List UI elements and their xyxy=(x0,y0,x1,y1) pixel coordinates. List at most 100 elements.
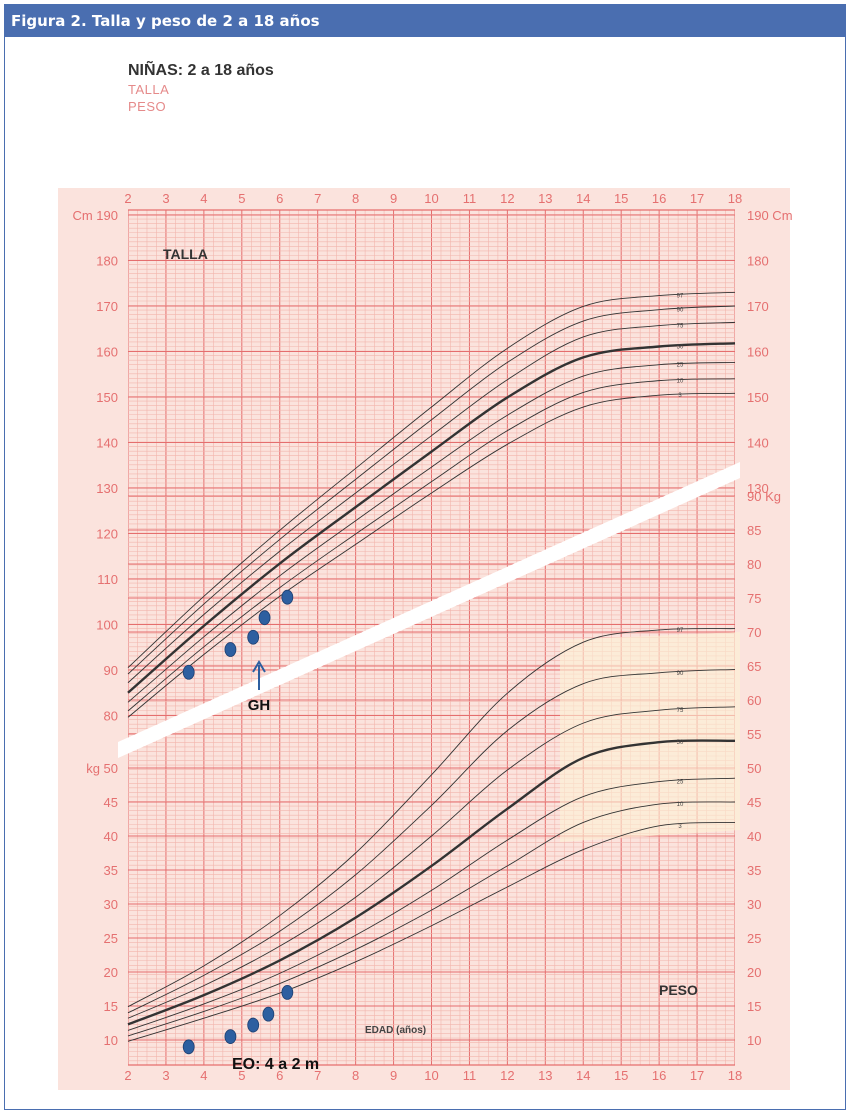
talla-curve-p3 xyxy=(127,392,736,718)
x-tick-label-top: 17 xyxy=(690,191,704,206)
peso-curve-label-p75: 75 xyxy=(677,708,684,714)
talla-curve-p97 xyxy=(127,291,736,669)
x-tick-label-top: 8 xyxy=(352,191,359,206)
peso-y-tick-right: 40 xyxy=(747,829,761,844)
x-tick-label-bottom: 6 xyxy=(276,1068,283,1083)
x-tick-label-top: 14 xyxy=(576,191,590,206)
talla-y-tick-left: 110 xyxy=(97,572,118,587)
x-tick-label-bottom: 5 xyxy=(238,1068,245,1083)
panel-separator-band xyxy=(118,462,740,758)
x-tick-label-top: 16 xyxy=(652,191,666,206)
peso-patient-point xyxy=(224,1029,237,1044)
talla-y-tick-left: 170 xyxy=(96,299,118,314)
legend-peso: PESO xyxy=(128,99,167,114)
peso-y-tick-right: 65 xyxy=(747,659,761,674)
talla-y-tick-left: 130 xyxy=(96,481,118,496)
x-tick-label-top: 18 xyxy=(728,191,742,206)
talla-y-tick-left: 140 xyxy=(96,436,118,451)
peso-y-tick-right: 15 xyxy=(747,999,761,1014)
talla-patient-point xyxy=(247,629,260,645)
talla-y-tick-left: Cm 190 xyxy=(72,208,118,223)
gh-arrow-head xyxy=(252,660,266,673)
x-tick-label-bottom: 3 xyxy=(162,1068,169,1083)
peso-y-tick-right: 85 xyxy=(747,523,761,538)
talla-curve-p90 xyxy=(127,305,736,675)
talla-y-tick-right: 160 xyxy=(747,345,769,360)
x-tick-label-bottom: 11 xyxy=(463,1068,477,1083)
talla-patient-point xyxy=(258,610,271,626)
peso-panel-label: PESO xyxy=(659,982,698,998)
gh-annotation: GH xyxy=(248,697,271,714)
x-tick-label-top: 10 xyxy=(424,191,438,206)
peso-curve-label-p25: 25 xyxy=(677,780,684,786)
talla-curve-p75 xyxy=(127,321,736,684)
x-tick-label-top: 12 xyxy=(500,191,514,206)
x-tick-label-top: 7 xyxy=(314,191,321,206)
talla-y-tick-left: 150 xyxy=(96,390,118,405)
peso-y-tick-right: 35 xyxy=(747,863,761,878)
x-tick-label-bottom: 16 xyxy=(652,1068,666,1083)
talla-y-tick-left: 90 xyxy=(104,663,118,678)
x-tick-label-bottom: 17 xyxy=(690,1068,704,1083)
peso-patient-point xyxy=(262,1006,275,1022)
peso-curve-label-p97: 97 xyxy=(677,628,684,634)
peso-curve-p97 xyxy=(127,628,736,1008)
talla-y-tick-left: 80 xyxy=(104,709,118,724)
x-tick-label-bottom: 2 xyxy=(124,1068,131,1083)
x-tick-label-top: 11 xyxy=(463,191,477,206)
peso-y-tick-right: 30 xyxy=(747,897,761,912)
x-tick-label-bottom: 4 xyxy=(200,1068,207,1083)
x-tick-label-bottom: 9 xyxy=(390,1068,397,1083)
talla-y-tick-right: 140 xyxy=(747,436,769,451)
x-tick-label-bottom: 15 xyxy=(614,1068,628,1083)
peso-y-tick-right: 70 xyxy=(747,625,761,640)
x-tick-label-bottom: 10 xyxy=(424,1068,438,1083)
peso-curve-p90 xyxy=(127,668,736,1014)
peso-y-tick-left: kg 50 xyxy=(86,761,118,776)
talla-patient-point xyxy=(281,589,294,605)
x-tick-label-bottom: 14 xyxy=(576,1068,590,1083)
talla-y-tick-right: 190 Cm xyxy=(747,208,793,223)
peso-y-tick-right: 90 Kg xyxy=(747,489,781,504)
talla-curve-label-p3: 3 xyxy=(678,393,682,399)
peso-y-tick-left: 15 xyxy=(104,999,118,1014)
x-tick-label-top: 6 xyxy=(276,191,283,206)
peso-y-tick-right: 75 xyxy=(747,591,761,606)
talla-y-tick-right: 150 xyxy=(747,390,769,405)
x-axis-label: EDAD (años) xyxy=(365,1025,426,1036)
talla-y-tick-left: 180 xyxy=(96,254,118,269)
talla-curve-p50 xyxy=(127,342,736,694)
x-tick-label-top: 15 xyxy=(614,191,628,206)
x-tick-label-top: 9 xyxy=(390,191,397,206)
eo-annotation: EO: 4 a 2 m xyxy=(232,1056,319,1073)
x-tick-label-top: 3 xyxy=(162,191,169,206)
peso-patient-point xyxy=(182,1039,195,1055)
talla-curve-p25 xyxy=(127,361,736,703)
talla-y-tick-left: 120 xyxy=(96,527,118,542)
peso-patient-point xyxy=(247,1017,260,1033)
talla-curve-label-p75: 75 xyxy=(677,324,684,330)
x-tick-label-top: 4 xyxy=(200,191,207,206)
talla-patient-point xyxy=(224,642,237,657)
x-tick-label-bottom: 12 xyxy=(500,1068,514,1083)
peso-curve-p10 xyxy=(127,801,736,1037)
peso-y-tick-right: 25 xyxy=(747,931,761,946)
peso-y-tick-right: 45 xyxy=(747,795,761,810)
peso-y-tick-right: 55 xyxy=(747,727,761,742)
talla-curve-label-p97: 97 xyxy=(677,294,684,300)
talla-y-tick-right: 170 xyxy=(747,299,769,314)
talla-curve-label-p10: 10 xyxy=(677,379,684,385)
peso-y-tick-left: 45 xyxy=(104,795,118,810)
talla-curve-label-p25: 25 xyxy=(677,363,684,369)
peso-y-tick-left: 35 xyxy=(104,863,118,878)
talla-panel-label: TALLA xyxy=(163,246,208,262)
peso-y-tick-left: 30 xyxy=(104,897,118,912)
talla-curve-p10 xyxy=(127,378,736,712)
peso-y-tick-right: 80 xyxy=(747,557,761,572)
weight-band xyxy=(560,632,740,842)
talla-patient-point xyxy=(182,664,195,680)
talla-y-tick-left: 160 xyxy=(96,345,118,360)
peso-curve-label-p50: 50 xyxy=(677,740,684,746)
x-tick-label-top: 2 xyxy=(124,191,131,206)
x-tick-label-bottom: 13 xyxy=(538,1068,552,1083)
